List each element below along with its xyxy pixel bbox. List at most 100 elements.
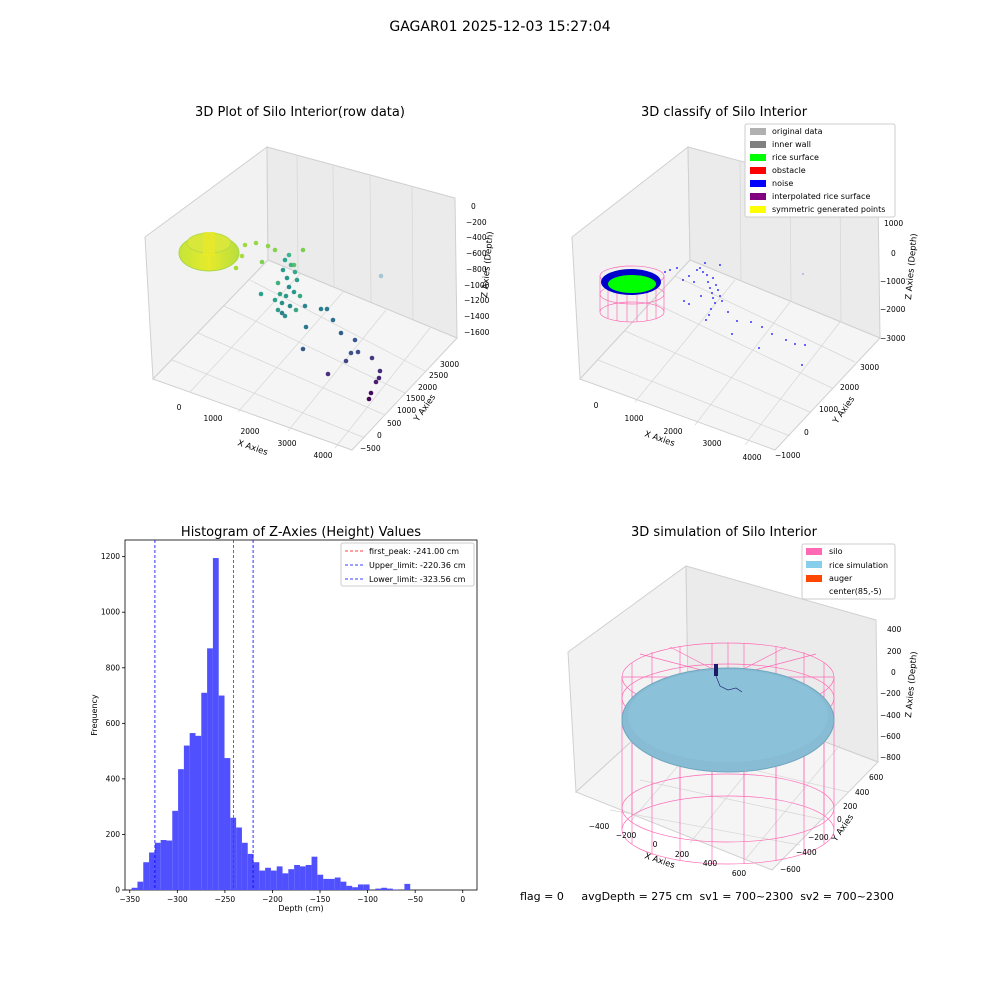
histogram-bar	[253, 862, 260, 890]
simulation-ztick: −400	[880, 711, 901, 720]
legend-label: symmetric generated points	[772, 205, 885, 214]
histogram-ytick-label: 1200	[101, 552, 120, 561]
histogram-bar	[340, 881, 347, 890]
panel-raw-3d: 3D Plot of Silo Interior(row data)	[144, 105, 496, 460]
histogram-ytick-label: 200	[106, 830, 121, 839]
histogram-y-ticks: 0 200 400 600 800 1000 1200	[101, 552, 125, 895]
simulation-ytick: 600	[869, 773, 884, 782]
legend-label: rice surface	[772, 153, 819, 162]
raw-xtick: 1000	[203, 414, 222, 423]
panel-histogram: Histogram of Z-Axies (Height) Values −35…	[90, 525, 478, 913]
raw-xtick: 0	[177, 403, 182, 412]
simulation-legend-item: auger	[806, 574, 853, 583]
legend-label: obstacle	[772, 166, 806, 175]
classify-y-ticks: −1000 0 1000 2000 3000	[775, 363, 879, 460]
histogram-bar	[352, 887, 358, 890]
raw-xtick: 3000	[277, 439, 296, 448]
histogram-bar	[288, 869, 295, 890]
raw-ztick: −1600	[464, 328, 490, 337]
histogram-xtick-label: 0	[460, 895, 465, 904]
legend-label: inner wall	[772, 140, 811, 149]
classify-legend-frame	[744, 123, 896, 218]
histogram-bar	[323, 878, 329, 890]
simulation-legend: silo rice simulation auger center(85,-5)	[801, 543, 896, 600]
histogram-bar	[183, 745, 190, 890]
raw-floor-pane	[152, 259, 458, 451]
histogram-xtick-label: −100	[357, 895, 378, 904]
raw-ytick: 1500	[406, 394, 425, 403]
histogram-bar	[143, 862, 150, 890]
classify-z-ticks: 1000 0 −1000 −2000 −3000	[880, 219, 906, 343]
histogram-bar	[328, 878, 335, 890]
simulation-ytick: 400	[855, 788, 870, 797]
simulation-ztick: −800	[880, 753, 901, 762]
histogram-bar	[149, 852, 155, 890]
histogram-bar	[363, 884, 370, 890]
classify-ztick: −3000	[880, 334, 906, 343]
raw-ytick: 3000	[440, 360, 459, 369]
simulation-ztick: 400	[887, 625, 902, 634]
histogram-ylabel: Frequency	[90, 694, 99, 736]
histogram-bar	[247, 853, 254, 890]
histogram-bar	[207, 648, 213, 890]
raw-xtick: 4000	[313, 451, 332, 460]
histogram-bar	[259, 870, 266, 890]
histogram-bar	[166, 840, 173, 890]
legend-label: noise	[772, 179, 793, 188]
raw-ztick: −1200	[464, 296, 490, 305]
histogram-bar	[404, 883, 411, 890]
histogram-bar	[282, 873, 289, 890]
classify-legend-item: obstacle	[750, 166, 806, 175]
legend-label-upper-limit: Upper_limit: -220.36 cm	[369, 561, 466, 570]
histogram-title: Histogram of Z-Axies (Height) Values	[181, 525, 421, 540]
simulation-z-ticks: 400 200 0 −200 −400 −600 −800	[880, 625, 902, 762]
classify-floor-pane	[579, 259, 881, 451]
simulation-xtick: 400	[703, 859, 718, 868]
histogram-ytick-label: 600	[106, 719, 121, 728]
classify-xtick: 0	[594, 401, 599, 410]
classify-xtick: 2000	[663, 427, 682, 436]
histogram-bar	[299, 866, 306, 890]
classify-ztick: −1000	[880, 277, 906, 286]
classify-legend-item: original data	[750, 127, 823, 136]
histogram-bar	[305, 865, 312, 890]
histogram-bar	[154, 842, 161, 890]
histogram-bar	[270, 870, 277, 890]
legend-swatch	[806, 561, 822, 568]
legend-label: interpolated rice surface	[772, 192, 870, 201]
raw-ztick: 0	[471, 202, 476, 211]
panel-classify-3d: 3D classify of Silo Interior	[571, 105, 920, 462]
raw-xlabel: X Axies	[236, 438, 269, 458]
legend-label: silo	[829, 547, 843, 556]
raw-xtick: 2000	[240, 427, 259, 436]
simulation-auger	[714, 664, 743, 693]
raw-scatter-points	[233, 240, 384, 402]
raw-ztick: −600	[466, 249, 487, 258]
panel-simulation-title: 3D simulation of Silo Interior	[631, 525, 818, 540]
classify-xtick: 3000	[702, 439, 721, 448]
histogram-bar	[387, 888, 393, 890]
histogram-bar	[195, 735, 202, 890]
simulation-ytick: −400	[796, 848, 817, 857]
legend-swatch	[750, 141, 766, 148]
simulation-ztick: 200	[887, 647, 902, 656]
raw-gridlines	[171, 155, 431, 449]
figure-suptitle: GAGAR01 2025-12-03 15:27:04	[389, 19, 610, 35]
raw-z-ticks: 0 −200 −400 −600 −800 −1000 −1200 −1400 …	[464, 202, 490, 337]
simulation-auger-shaft	[714, 664, 718, 676]
legend-swatch	[750, 154, 766, 161]
legend-swatch	[750, 128, 766, 135]
histogram-ytick-label: 1000	[101, 608, 120, 617]
legend-label-first-peak: first_peak: -241.00 cm	[369, 547, 459, 556]
panel-simulation-3d: 3D simulation of Silo Interior	[567, 525, 920, 878]
histogram-bar	[172, 810, 179, 890]
histogram-xtick-label: −200	[262, 895, 283, 904]
classify-legend-item: symmetric generated points	[750, 205, 885, 214]
histogram-ytick-label: 0	[115, 886, 120, 895]
histogram-xtick-label: −150	[310, 895, 331, 904]
histogram-bar	[201, 692, 208, 890]
simulation-legend-item: center(85,-5)	[829, 587, 882, 596]
histogram-bar	[218, 695, 225, 890]
classify-legend-item: interpolated rice surface	[750, 192, 870, 201]
histogram-legend: first_peak: -241.00 cm Upper_limit: -220…	[340, 542, 475, 587]
